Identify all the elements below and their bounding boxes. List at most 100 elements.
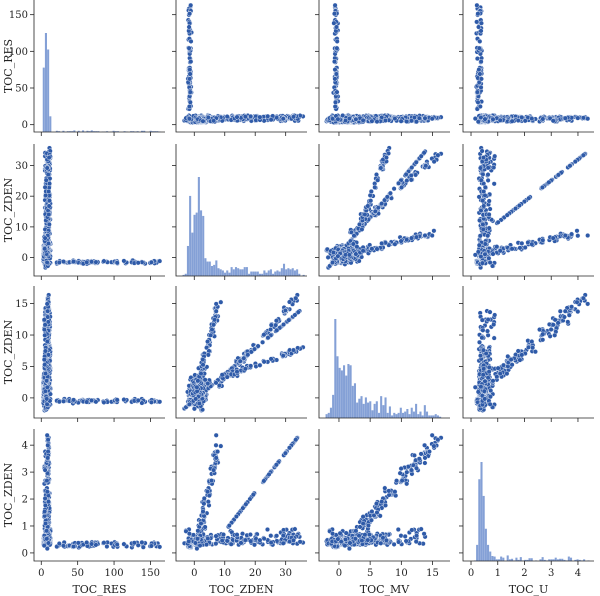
scatter-point [89,259,95,265]
scatter-point [346,116,352,122]
scatter-point [517,245,523,251]
hist-bar [95,131,98,132]
scatter-point [480,198,486,204]
scatter-point [369,118,375,124]
scatter-point [575,233,581,239]
scatter-point [475,99,481,105]
hist-bar [274,271,277,276]
scatter-point [478,20,484,26]
scatter-point [248,113,254,119]
scatter-point [409,165,415,171]
hist-bar [197,177,200,276]
scatter-point [422,115,428,121]
hist-bar [217,268,220,276]
hist-bar [71,131,74,132]
scatter-point [490,251,496,257]
hist-bar [149,130,152,132]
scatter-point [435,152,441,158]
scatter-point [486,255,492,261]
scatter-point [42,246,48,252]
scatter-point [529,116,535,122]
panel-spine [175,0,307,133]
scatter-point [477,217,483,223]
scatter-point [422,232,428,238]
scatter-point [334,45,340,51]
hist-bar [154,131,157,132]
hist-bar [182,274,185,276]
scatter-point [478,59,484,65]
hist-bar [97,131,100,132]
scatter-point [280,116,286,122]
hist-bar [68,131,72,132]
hist-bar [132,131,135,132]
scatter-point [472,252,478,258]
scatter-point [474,89,480,95]
hist-bar [106,131,109,132]
hist-bar [228,272,231,276]
scatter-point [135,260,141,266]
hist-bar [287,268,290,276]
hist-bar [204,258,207,276]
scatter-point [290,114,296,120]
panel-spine [318,0,450,133]
hist-bar [151,131,154,132]
scatter-point [211,118,217,124]
scatter-point [93,259,99,265]
panel-0-1 [172,0,307,136]
hist-bar [221,270,224,276]
hist-bar [237,268,240,276]
scatter-point [187,89,193,95]
scatter-point [384,194,390,200]
y-tick-label: 20 [15,192,28,203]
scatter-point [84,259,90,265]
scatter-point [472,116,478,122]
scatter-point [567,163,573,169]
scatter-point [475,249,481,255]
scatter-point [478,177,484,183]
hist-bar [210,265,214,276]
panel-plot-area [40,292,163,413]
scatter-point [242,114,248,120]
scatter-point [359,226,365,232]
hist-bar [136,131,139,132]
hist-bar [186,245,189,276]
scatter-point [491,181,497,187]
hist-bar [112,130,115,132]
hist-bar [193,214,196,276]
scatter-point [360,117,366,123]
scatter-point [423,163,429,169]
scatter-point [429,232,435,238]
scatter-point [585,232,591,238]
hist-bar [226,270,229,276]
scatter-point [261,118,267,124]
scatter-point [550,118,556,124]
scatter-point [490,116,496,122]
scatter-point [526,195,532,201]
hist-bar [291,268,294,276]
scatter-point [474,19,480,25]
hist-bar [248,273,251,276]
scatter-point [509,118,515,124]
scatter-point [121,258,127,264]
scatter-point [482,184,488,190]
scatter-point [478,253,484,259]
scatter-point [46,198,52,204]
hist-bar [261,273,264,276]
panel-plot-area [472,2,591,125]
hist-bar [250,271,253,276]
hist-bar [202,215,205,276]
scatter-point [357,221,363,227]
panel-spine [33,144,165,277]
scatter-point [44,165,50,171]
scatter-point [330,259,336,265]
scatter-point [408,177,414,183]
scatter-point [480,221,486,227]
scatter-point [404,118,410,124]
hist-bar [58,131,61,132]
scatter-point [479,260,485,266]
scatter-point [353,116,359,122]
hist-bar [245,267,248,276]
scatter-point [509,246,515,252]
